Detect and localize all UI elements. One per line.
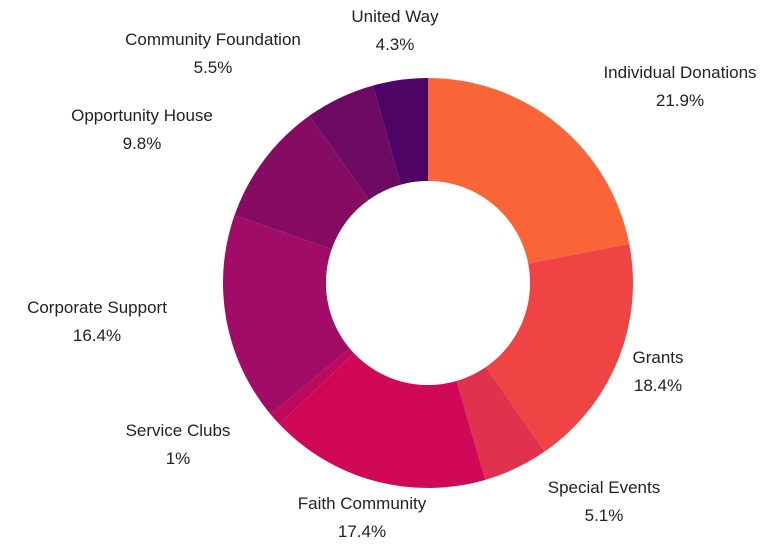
donut-hole <box>326 181 530 385</box>
slice-label-opportunity-house: Opportunity House <box>71 106 213 125</box>
slice-value-grants: 18.4% <box>634 376 682 395</box>
slice-united-way <box>373 78 428 185</box>
slice-individual-donations <box>428 78 630 264</box>
slice-service-clubs <box>270 348 354 425</box>
slice-label-individual-donations: Individual Donations <box>603 63 756 82</box>
slices-group <box>223 78 633 489</box>
slice-value-opportunity-house: 9.8% <box>123 134 162 153</box>
slice-special-events <box>456 366 545 480</box>
slice-grants <box>485 243 633 452</box>
slice-value-service-clubs: 1% <box>166 449 191 468</box>
labels-group: Individual Donations 21.9% Grants 18.4% Spec… <box>27 7 756 541</box>
slice-label-united-way: United Way <box>351 7 439 26</box>
slice-faith-community <box>279 353 486 489</box>
slice-corporate-support <box>223 215 350 415</box>
slice-community-foundation <box>309 85 401 200</box>
slice-value-individual-donations: 21.9% <box>656 91 704 110</box>
slice-label-special-events: Special Events <box>548 478 660 497</box>
slice-value-special-events: 5.1% <box>585 506 624 525</box>
slice-value-corporate-support: 16.4% <box>73 326 121 345</box>
slice-value-united-way: 4.3% <box>376 35 415 54</box>
slice-label-community-foundation: Community Foundation <box>125 30 301 49</box>
slice-opportunity-house <box>234 115 369 250</box>
slice-label-grants: Grants <box>632 348 683 367</box>
slice-label-service-clubs: Service Clubs <box>126 421 231 440</box>
slice-label-faith-community: Faith Community <box>298 494 427 513</box>
slice-value-community-foundation: 5.5% <box>194 58 233 77</box>
slice-label-corporate-support: Corporate Support <box>27 298 167 317</box>
slice-value-faith-community: 17.4% <box>338 522 386 541</box>
